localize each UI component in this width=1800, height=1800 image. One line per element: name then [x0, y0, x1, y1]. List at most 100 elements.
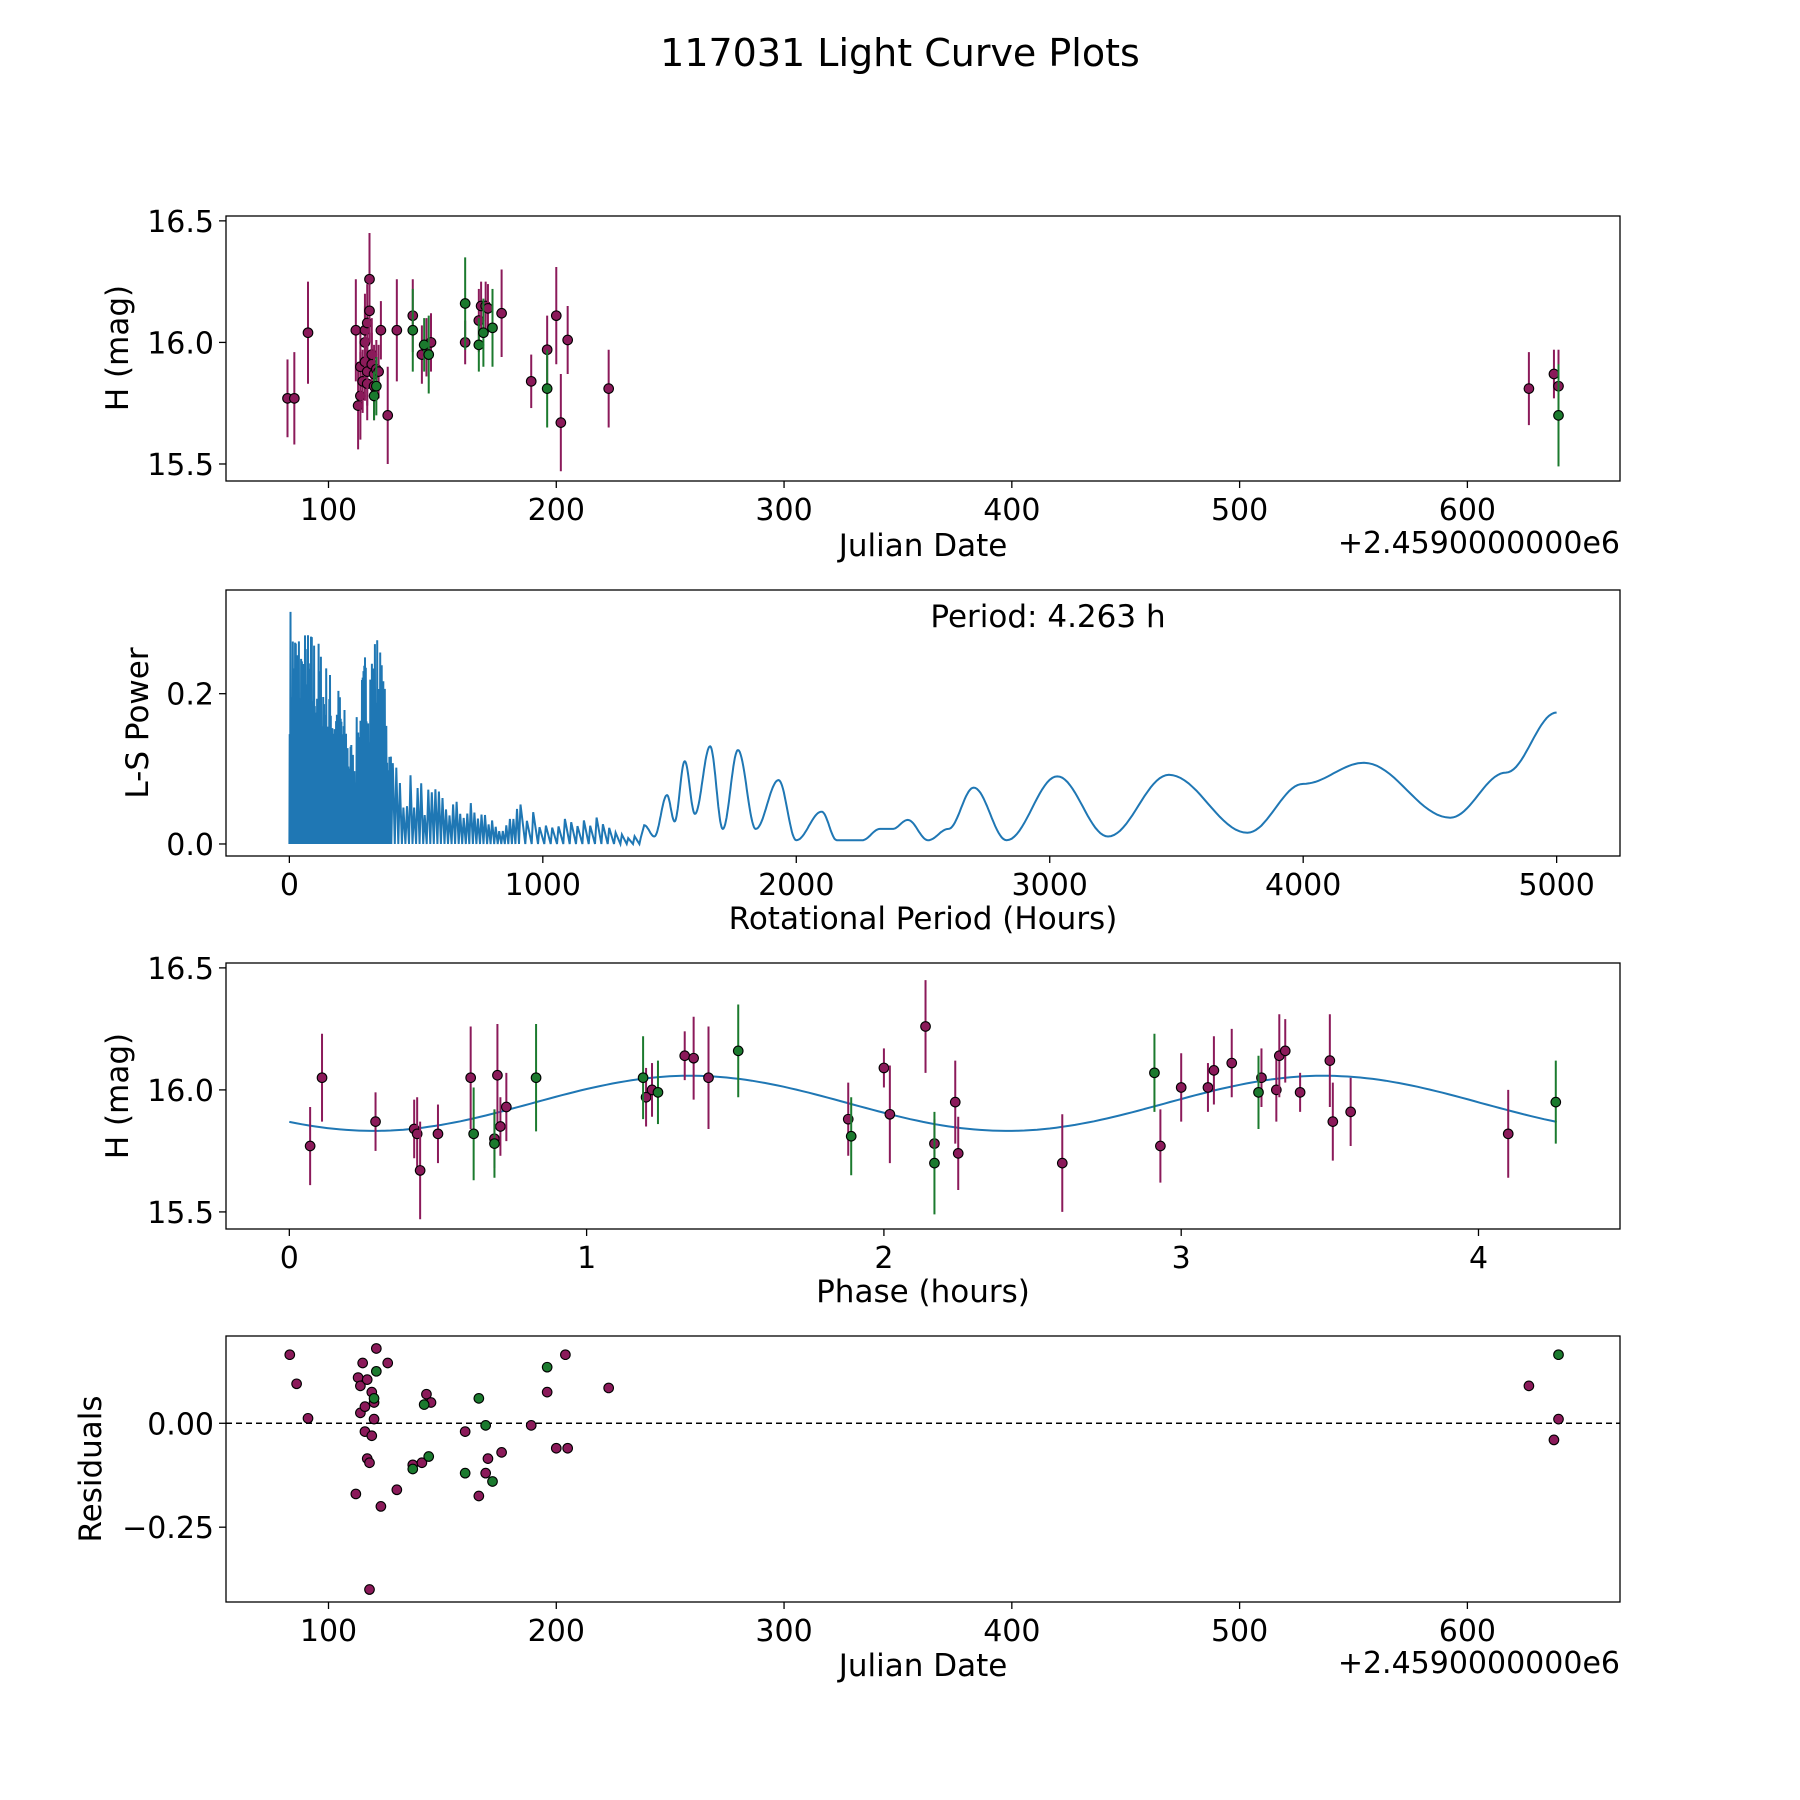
- data-point: [407, 1463, 419, 1475]
- data-point: [368, 390, 380, 402]
- periodogram-ticks: 0 1000 2000 3000 4000 5000 0.0 0.2: [166, 678, 1595, 903]
- phased-frame: [225, 962, 1621, 1230]
- data-point: [1056, 1157, 1068, 1169]
- data-point: [492, 1069, 503, 1081]
- data-point: [496, 307, 507, 319]
- data-point: [288, 392, 300, 404]
- data-point: [703, 1072, 714, 1084]
- data-point: [468, 1128, 479, 1140]
- data-point: [637, 1072, 649, 1084]
- period-annotation: Period: 4.263 h: [930, 599, 1165, 635]
- y-tick-label: 0.00: [147, 1407, 214, 1442]
- data-point: [500, 1101, 512, 1113]
- data-point: [304, 1140, 316, 1152]
- lightcurve-points: [282, 233, 1564, 472]
- data-point: [1327, 1116, 1339, 1127]
- data-point: [423, 349, 435, 360]
- data-point: [1553, 1349, 1564, 1361]
- periodogram-line: [288, 611, 1557, 848]
- data-point: [375, 1501, 387, 1512]
- x-tick-label: 3000: [1012, 868, 1088, 903]
- data-point: [550, 310, 562, 322]
- y-tick-label: −0.25: [122, 1511, 214, 1546]
- data-point: [284, 1349, 296, 1361]
- phased-ticks: 0 1 2 3 4 15.5 16.0 16.5: [147, 952, 1488, 1276]
- data-point: [291, 1378, 302, 1390]
- phased-points: [289, 980, 1562, 1220]
- x-tick-label: 4000: [1265, 868, 1341, 903]
- data-point: [373, 366, 384, 377]
- data-point: [1226, 1057, 1238, 1069]
- data-point: [1553, 1413, 1564, 1425]
- data-point: [1294, 1086, 1306, 1098]
- x-tick-label: 600: [1439, 1614, 1496, 1649]
- data-point: [555, 417, 567, 429]
- x-tick-label: 1: [577, 1241, 596, 1276]
- x-tick-label: 4: [1469, 1241, 1488, 1276]
- periodogram-panel: 0 1000 2000 3000 4000 5000 0.0 0.2 Period: 4.26…: [120, 589, 1621, 937]
- x-tick-label: 0: [280, 868, 299, 903]
- data-point: [920, 1021, 931, 1032]
- x-tick-label: 300: [755, 493, 812, 528]
- data-point: [361, 1374, 373, 1385]
- data-point: [603, 383, 615, 394]
- data-point: [375, 324, 387, 336]
- data-point: [370, 1365, 382, 1377]
- lightcurve-panel: 100 200 300 400 500 600 15.5 16.0 16.5 Julian Da…: [100, 205, 1621, 564]
- x-tick-label: 400: [983, 493, 1040, 528]
- data-point: [473, 1392, 485, 1404]
- data-point: [496, 1447, 507, 1458]
- data-point: [459, 1467, 471, 1479]
- data-point: [495, 1121, 506, 1132]
- x-tick-label: 1000: [505, 868, 581, 903]
- periodogram-xlabel: Rotational Period (Hours): [729, 901, 1118, 937]
- data-point: [541, 383, 553, 394]
- data-point: [370, 1116, 381, 1127]
- data-point: [480, 1420, 492, 1431]
- data-point: [382, 1357, 394, 1369]
- x-tick-label: 500: [1211, 1614, 1268, 1649]
- phased-panel: 0 1 2 3 4 15.5 16.0 16.5 Phase (hours) H (mag): [100, 952, 1621, 1310]
- data-point: [357, 1357, 369, 1369]
- data-point: [482, 303, 494, 314]
- data-point: [688, 1052, 699, 1064]
- data-point: [562, 1442, 574, 1454]
- data-point: [352, 400, 364, 411]
- data-point: [652, 1086, 664, 1098]
- x-tick-label: 100: [300, 493, 357, 528]
- data-point: [414, 1165, 426, 1176]
- data-point: [1523, 1380, 1535, 1392]
- x-tick-label: 200: [528, 1614, 585, 1649]
- x-tick-label: 2: [874, 1241, 893, 1276]
- x-tick-label: 200: [528, 493, 585, 528]
- data-point: [391, 324, 403, 336]
- data-point: [480, 1467, 492, 1479]
- periodogram-frame: [225, 589, 1621, 857]
- data-point: [679, 1050, 691, 1062]
- y-tick-label: 16.5: [147, 952, 214, 987]
- data-point: [364, 1584, 375, 1595]
- residuals-panel: 100 200 300 400 500 600−0.250.00 Julian Date …: [73, 1335, 1621, 1684]
- residuals-xlabel: Julian Date: [837, 1648, 1008, 1684]
- data-point: [459, 1426, 471, 1437]
- figure-title: 117031 Light Curve Plots: [660, 31, 1140, 75]
- data-point: [952, 1147, 964, 1159]
- data-point: [350, 1488, 362, 1500]
- x-tick-label: 500: [1211, 493, 1268, 528]
- y-tick-label: 15.5: [147, 448, 214, 483]
- lightcurve-frame: [225, 215, 1621, 482]
- data-point: [1345, 1106, 1357, 1118]
- data-point: [1202, 1082, 1214, 1093]
- x-tick-label: 3: [1172, 1241, 1191, 1276]
- data-point: [370, 1343, 382, 1354]
- data-point: [732, 1045, 744, 1057]
- phased-xlabel: Phase (hours): [816, 1274, 1030, 1310]
- data-point: [541, 1361, 553, 1373]
- data-point: [302, 327, 314, 339]
- x-tick-label: 2000: [758, 868, 834, 903]
- x-tick-label: 400: [983, 1614, 1040, 1649]
- data-point: [478, 327, 489, 339]
- data-point: [1523, 383, 1535, 394]
- data-point: [465, 1072, 477, 1084]
- data-point: [368, 1392, 380, 1404]
